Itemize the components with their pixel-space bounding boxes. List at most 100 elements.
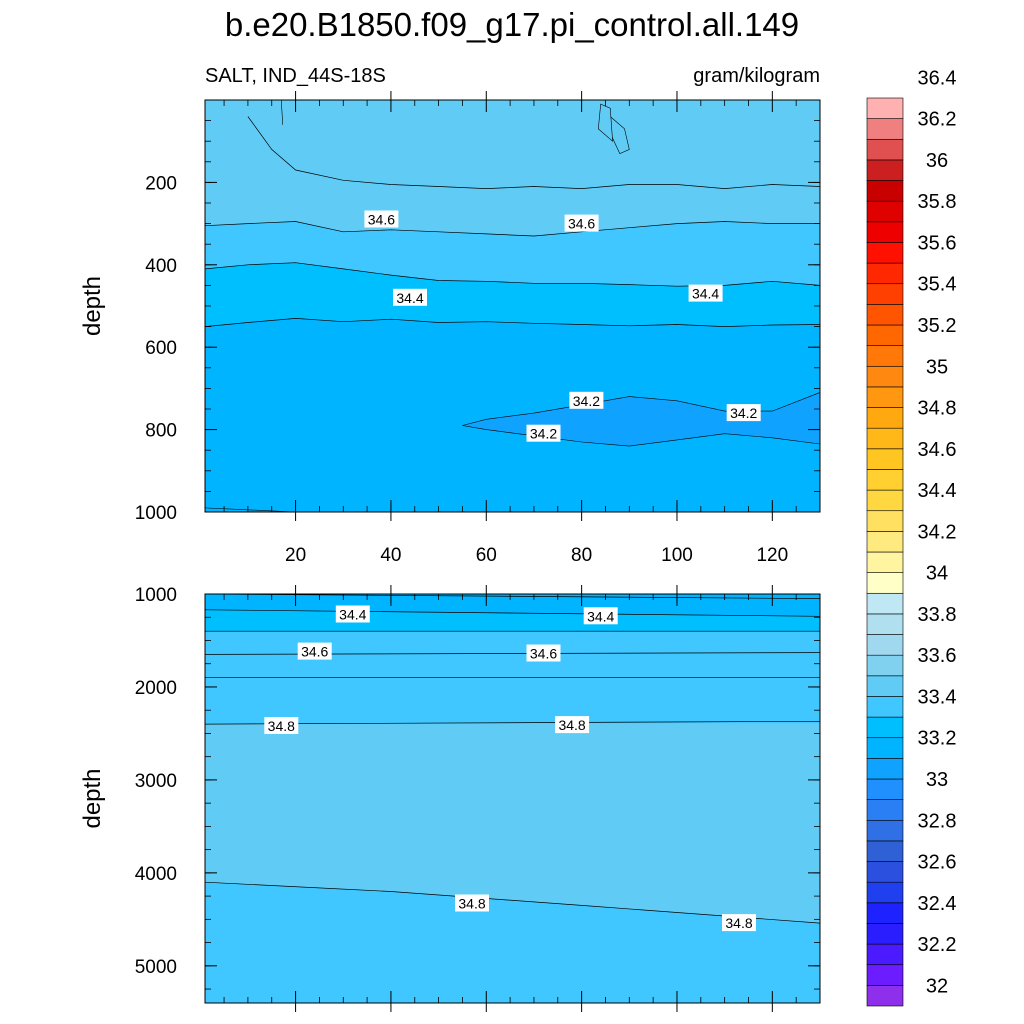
colorbar-swatch — [866, 427, 904, 450]
colorbar-swatch — [866, 242, 904, 264]
colorbar-swatch — [866, 200, 904, 223]
contour-label-bg — [526, 424, 561, 442]
contour-line — [247, 116, 820, 189]
colorbar-swatch — [866, 572, 904, 594]
contour-line — [205, 609, 820, 617]
colorbar-label: 35 — [926, 356, 948, 378]
contour-label: 34.4 — [393, 288, 427, 306]
colorbar-swatch — [866, 551, 904, 573]
contour-label-bg — [569, 391, 604, 409]
contour-label: 34.6 — [297, 642, 332, 660]
colorbar-swatch — [866, 902, 904, 924]
contour-label: 34.4 — [688, 284, 723, 302]
colorbar-swatch — [866, 386, 904, 408]
contour-label-bg — [688, 284, 723, 302]
colorbar-label: 34 — [926, 563, 948, 585]
colorbar-label: 36.4 — [918, 67, 957, 89]
colorbar-swatch — [866, 923, 904, 945]
contour-label-text: 34.2 — [573, 393, 600, 409]
colorbar-swatch — [866, 180, 904, 202]
contour-label: 34.2 — [526, 424, 561, 442]
colorbar-swatch — [866, 138, 904, 161]
colorbar-swatch — [866, 592, 904, 615]
contour-label: 34.6 — [564, 214, 599, 232]
colorbar-swatch — [866, 654, 904, 677]
upper-panel: 34.6 34.6 34.4 34.4 34.2 34.2 34.2 200 400 600 800… — [79, 91, 821, 566]
contour-line — [205, 221, 820, 237]
contour-fragment — [280, 100, 284, 125]
colorbar-swatch — [866, 469, 904, 491]
contour-label-text: 34.8 — [268, 718, 295, 734]
fill-band-35 — [247, 100, 820, 189]
contour-label: 34.4 — [335, 605, 370, 623]
colorbar-label: 32.8 — [918, 810, 957, 832]
contour-label-bg — [297, 642, 332, 660]
colorbar-label: 35.6 — [918, 232, 957, 254]
colorbar-swatch — [866, 531, 904, 553]
contour-label-text: 34.2 — [530, 426, 557, 442]
colorbar-swatch — [866, 985, 904, 1007]
colorbar-swatch — [866, 283, 904, 305]
colorbar-swatch — [866, 964, 904, 986]
contour-label-text: 34.8 — [458, 896, 485, 912]
x-tick-label: 20 — [285, 545, 306, 566]
contour-label-text: 34.2 — [730, 405, 757, 421]
contour-label-text: 34.6 — [301, 644, 328, 660]
colorbar-swatch — [866, 716, 904, 739]
colorbar-swatch — [866, 737, 904, 759]
contour-label-bg — [393, 288, 427, 306]
contour-label-bg — [555, 716, 590, 734]
x-tick-label: 40 — [380, 545, 401, 566]
contour-label-text: 34.8 — [558, 717, 585, 733]
colorbar-swatch — [866, 407, 904, 429]
contour-label-bg — [583, 607, 618, 625]
saline-patch-2 — [598, 103, 613, 142]
contour-label-bg — [264, 717, 299, 734]
y-tick-label: 1000 — [135, 585, 177, 606]
colorbar-label: 33 — [926, 769, 948, 791]
colorbar-label: 36 — [926, 150, 948, 172]
plot-area: 34.6 34.6 34.4 34.4 34.2 34.2 34.2 — [205, 100, 820, 512]
contour-label-text: 34.6 — [368, 212, 395, 228]
y-tick-label: 600 — [145, 338, 177, 359]
colorbar-label: 34.8 — [918, 398, 957, 420]
colorbar-label: 34.6 — [918, 439, 957, 461]
contour-label: 34.4 — [583, 607, 618, 625]
colorbar-swatch — [866, 634, 904, 656]
contour-label-text: 34.4 — [396, 290, 423, 306]
chart-title: b.e20.B1850.f09_g17.pi_control.all.149 — [225, 6, 799, 43]
x-tick-label: 100 — [661, 545, 693, 566]
colorbar-swatch — [866, 675, 904, 697]
x-tick-label: 60 — [476, 545, 497, 566]
y-tick-label: 200 — [145, 173, 177, 194]
colorbar-label: 32.6 — [918, 852, 957, 874]
contour-label: 34.2 — [569, 391, 604, 409]
colorbar-swatch — [866, 943, 904, 966]
colorbar-swatch — [866, 324, 904, 346]
colorbar-label: 32.2 — [918, 934, 957, 956]
colorbar-swatch — [866, 221, 904, 243]
contour-label-bg — [455, 894, 489, 912]
contour-label-bg — [335, 605, 370, 623]
contour-label: 34.8 — [722, 914, 756, 932]
contour-label-text: 34.6 — [568, 216, 595, 232]
colorbar-swatch — [866, 861, 904, 883]
colorbar-swatch — [866, 840, 904, 862]
colorbar: 32 32.2 32.4 32.6 32.8 33 33.2 33.4 33.6 33.8 34 34… — [866, 67, 957, 1007]
lower-panel: 34.4 34.4 34.6 34.6 34.8 34.8 34.8 34.8 1000 2000… — [79, 585, 821, 1012]
colorbar-label: 33.8 — [918, 604, 957, 626]
y-tick-label: 3000 — [135, 771, 177, 792]
colorbar-label: 33.2 — [918, 728, 957, 750]
colorbar-swatch — [866, 97, 904, 119]
fill-band-deep — [205, 882, 820, 1003]
contour-label-bg — [722, 914, 756, 932]
colorbar-label: 33.6 — [918, 645, 957, 667]
y-tick-label: 2000 — [135, 678, 177, 699]
fill-band-3 — [205, 631, 820, 655]
colorbar-label: 34.4 — [918, 480, 957, 502]
contour-label: 34.8 — [264, 717, 299, 734]
y-tick-label: 1000 — [135, 503, 177, 524]
colorbar-label: 34.2 — [918, 521, 957, 543]
contour-label-bg — [526, 644, 561, 662]
y-tick-label: 800 — [145, 421, 177, 442]
